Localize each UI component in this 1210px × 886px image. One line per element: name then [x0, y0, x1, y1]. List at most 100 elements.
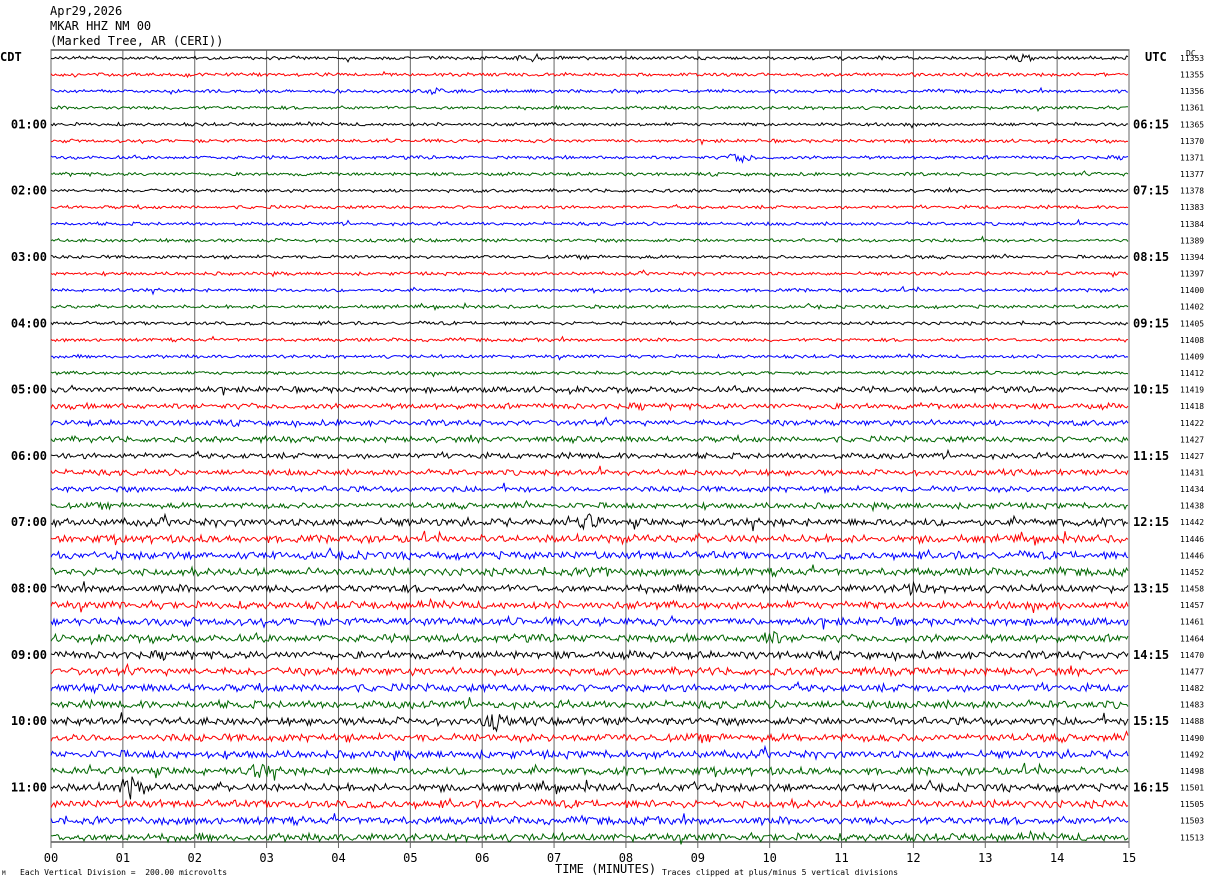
dc-offset-label: 11488 [1180, 717, 1204, 726]
dc-offset-label: 11501 [1180, 784, 1204, 793]
seismic-trace [50, 384, 1129, 396]
x-tick-label: 15 [1122, 851, 1136, 865]
x-tick-label: 09 [691, 851, 705, 865]
dc-offset-label: 11477 [1180, 667, 1204, 676]
seismic-trace [50, 203, 1129, 210]
left-hour-label: 08:00 [11, 582, 47, 596]
dc-offset-label: 11498 [1180, 767, 1204, 776]
x-tick-label: 01 [116, 851, 130, 865]
dc-offset-label: 11377 [1180, 170, 1204, 179]
seismic-trace [50, 465, 1129, 477]
x-tick-label: 07 [547, 851, 561, 865]
dc-offset-label: 11490 [1180, 734, 1204, 743]
seismic-trace [50, 253, 1129, 261]
dc-offset-label: 11442 [1180, 518, 1204, 527]
dc-offset-label: 11431 [1180, 469, 1204, 478]
seismic-trace [50, 776, 1129, 800]
left-hour-label: 10:00 [11, 714, 47, 728]
dc-offset-label: 11365 [1180, 120, 1204, 129]
seismic-trace [50, 512, 1129, 532]
seismic-trace [50, 448, 1128, 461]
dc-offset-label: 11394 [1180, 253, 1204, 262]
dc-offset-label: 11402 [1180, 303, 1204, 312]
dc-offset-label: 11503 [1180, 817, 1204, 826]
dc-offset-label: 11353 [1180, 54, 1204, 63]
left-hour-label: 07:00 [11, 515, 47, 529]
right-hour-label: 11:15 [1133, 449, 1169, 463]
x-tick-label: 05 [403, 851, 417, 865]
right-timezone-label: UTC [1145, 50, 1167, 64]
seismic-trace [50, 153, 1129, 164]
seismic-trace [50, 170, 1129, 178]
dc-offset-label: 11427 [1180, 452, 1204, 461]
seismic-trace [50, 302, 1129, 311]
seismic-trace [50, 433, 1129, 445]
right-hour-label: 08:15 [1133, 250, 1169, 264]
x-tick-label: 13 [978, 851, 992, 865]
dc-offset-label: 11470 [1180, 651, 1204, 660]
scale-note: Each Vertical Division = 200.00 microvol… [20, 868, 228, 877]
corner-mark: M [2, 870, 6, 877]
seismic-trace [50, 829, 1129, 845]
x-tick-label: 12 [906, 851, 920, 865]
seismic-trace [50, 597, 1129, 614]
seismic-trace [50, 269, 1129, 278]
dc-offset-label: 11438 [1180, 502, 1204, 511]
left-hour-label: 06:00 [11, 449, 47, 463]
dc-offset-label: 11419 [1180, 386, 1204, 395]
seismic-trace [50, 649, 1129, 663]
right-hour-label: 09:15 [1133, 316, 1169, 330]
dc-offset-label: 11389 [1180, 236, 1204, 245]
clip-note: Traces clipped at plus/minus 5 vertical … [662, 868, 899, 877]
x-tick-label: 03 [259, 851, 273, 865]
x-tick-label: 00 [44, 851, 58, 865]
seismic-trace [50, 320, 1129, 327]
left-hour-label: 11:00 [11, 781, 47, 795]
dc-offset-label: 11492 [1180, 750, 1204, 759]
left-hour-label: 03:00 [11, 250, 47, 264]
dc-offset-label: 11422 [1180, 419, 1204, 428]
seismic-trace [50, 401, 1129, 412]
dc-offset-label: 11458 [1180, 585, 1204, 594]
seismic-trace [50, 137, 1129, 146]
seismic-trace [50, 547, 1129, 562]
dc-offset-label: 11446 [1180, 535, 1204, 544]
seismic-trace [50, 218, 1129, 227]
x-tick-label: 10 [762, 851, 776, 865]
seismic-trace [50, 70, 1129, 79]
seismic-trace [50, 186, 1129, 194]
seismic-trace [50, 52, 1129, 63]
right-hour-label: 12:15 [1133, 515, 1169, 529]
left-timezone-label: CDT [0, 50, 22, 64]
seismic-trace [50, 564, 1129, 578]
x-axis-title: TIME (MINUTES) [555, 862, 657, 876]
right-hour-label: 13:15 [1133, 582, 1169, 596]
dc-offset-label: 11408 [1180, 336, 1204, 345]
dc-offset-label: 11461 [1180, 618, 1204, 627]
x-tick-label: 06 [475, 851, 489, 865]
dc-offset-label: 11371 [1180, 153, 1204, 162]
dc-offset-label: 11384 [1180, 220, 1204, 229]
left-hour-label: 04:00 [11, 316, 47, 330]
seismic-trace [50, 235, 1129, 244]
x-tick-label: 11 [834, 851, 848, 865]
seismic-trace [50, 120, 1129, 129]
seismic-trace [50, 86, 1129, 96]
right-hour-label: 10:15 [1133, 383, 1169, 397]
right-hour-label: 14:15 [1133, 648, 1169, 662]
right-hour-label: 07:15 [1133, 184, 1169, 198]
left-hour-label: 02:00 [11, 184, 47, 198]
dc-offset-label: 11427 [1180, 435, 1204, 444]
dc-offset-label: 11370 [1180, 137, 1204, 146]
dc-offset-label: 11361 [1180, 104, 1204, 113]
left-hour-label: 05:00 [11, 383, 47, 397]
seismic-trace [50, 369, 1129, 378]
dc-offset-label: 11355 [1180, 71, 1204, 80]
seismic-trace [50, 744, 1129, 761]
seismic-trace [50, 697, 1129, 711]
dc-offset-label: 11505 [1180, 800, 1204, 809]
seismic-trace [50, 762, 1129, 781]
dc-offset-label: 11483 [1180, 701, 1204, 710]
dc-offset-label: 11446 [1180, 551, 1204, 560]
dc-offset-label: 11434 [1180, 485, 1204, 494]
